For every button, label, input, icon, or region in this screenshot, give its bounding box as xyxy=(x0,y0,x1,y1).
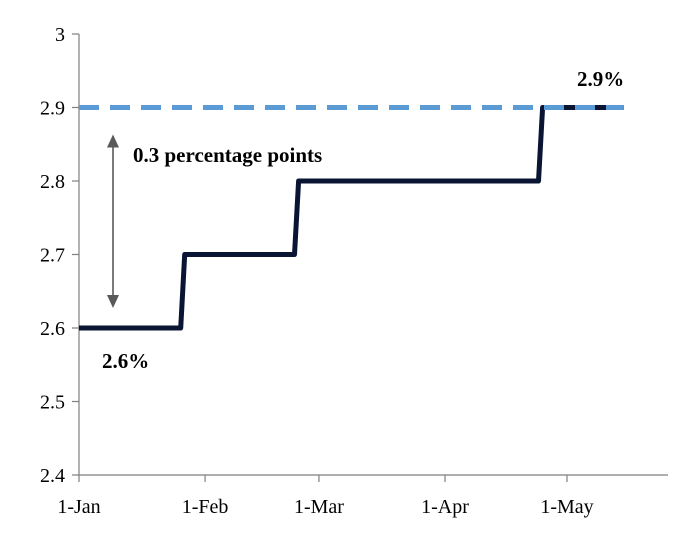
y-tick-label: 2.4 xyxy=(40,465,65,487)
x-tick-label: 1-Mar xyxy=(294,496,344,518)
start-value-label: 2.6% xyxy=(102,349,149,373)
y-tick-label: 2.9 xyxy=(40,98,65,120)
y-tick-label: 2.6 xyxy=(40,318,65,340)
gap-arrow-head-up xyxy=(107,134,119,148)
x-tick-label: 1-Apr xyxy=(421,496,469,518)
y-tick-label: 2.5 xyxy=(40,392,65,414)
step-series-line xyxy=(79,105,624,331)
x-tick-label: 1-Jan xyxy=(57,496,100,518)
plot-area: 2.4 2.5 2.6 2.7 2.8 2.9 3 1-Jan 1-Feb 1-Mar 1-Apr 1… xyxy=(40,24,668,518)
y-tick-label: 2.7 xyxy=(40,245,65,267)
end-value-label: 2.9% xyxy=(577,67,624,91)
x-tick-label: 1-Feb xyxy=(182,496,229,518)
y-tick-label: 2.8 xyxy=(40,171,65,193)
gap-arrow-head-down xyxy=(107,295,119,308)
y-tick-label: 3 xyxy=(55,24,65,46)
x-tick-label: 1-May xyxy=(540,496,593,518)
gap-annotation-label: 0.3 percentage points xyxy=(133,143,322,167)
